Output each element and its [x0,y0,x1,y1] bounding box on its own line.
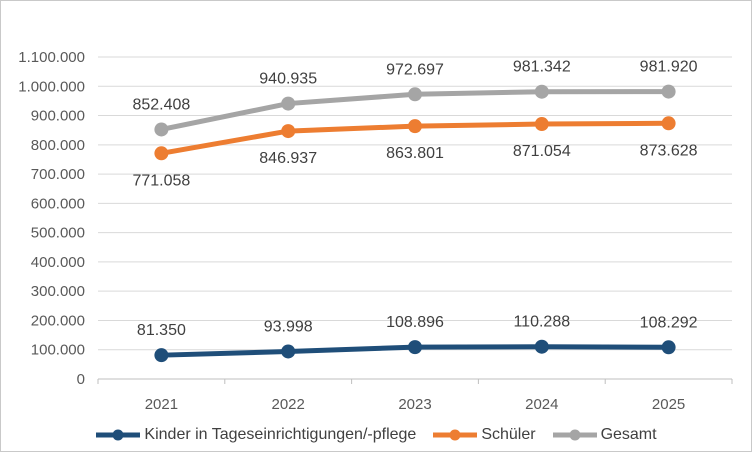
x-tick-label: 2023 [398,396,431,413]
data-point [281,96,296,111]
y-tick-label: 100.000 [31,342,85,359]
data-point [661,84,676,99]
legend-label: Gesamt [600,426,657,443]
legend-dot [112,429,124,441]
y-tick-label: 1.100.000 [18,49,85,66]
data-label: 940.935 [259,71,317,88]
data-label: 981.342 [513,59,571,76]
y-tick-label: 0 [77,371,85,388]
legend-dot [569,429,581,441]
data-point [154,348,169,363]
data-label: 871.054 [513,143,571,160]
data-label: 93.998 [264,318,313,335]
chart-legend: Kinder in Tageseinrichtigungen/-pflege Sc… [1,421,751,449]
y-tick-label: 600.000 [31,195,85,212]
y-tick-label: 300.000 [31,283,85,300]
data-point [534,84,549,99]
data-label: 863.801 [386,145,444,162]
legend-marker-icon [552,429,597,441]
data-point [661,340,676,355]
data-point [661,116,676,131]
legend-item-2: Gesamt [552,426,657,444]
data-label: 873.628 [640,142,698,159]
y-tick-label: 500.000 [31,225,85,242]
y-tick-label: 400.000 [31,254,85,271]
legend-label: Kinder in Tageseinrichtigungen/-pflege [144,426,417,443]
legend-item-1: Schüler [432,426,536,444]
data-label: 852.408 [132,96,190,113]
data-point [281,344,296,359]
y-tick-label: 1.000.000 [18,78,85,95]
y-tick-label: 800.000 [31,137,85,154]
data-label: 771.058 [132,172,190,189]
legend-dot [449,429,461,441]
data-point [408,87,422,102]
data-point [154,146,169,161]
data-label: 846.937 [259,150,317,167]
data-point [534,339,549,354]
data-point [281,124,296,139]
y-tick-label: 200.000 [31,312,85,329]
data-label: 981.920 [640,59,698,76]
x-tick-label: 2021 [145,396,178,413]
data-point [408,340,422,355]
data-point [154,122,169,137]
data-point [408,119,422,134]
y-tick-label: 700.000 [31,166,85,183]
legend-marker-icon [433,429,478,441]
data-label: 972.697 [386,61,444,78]
data-label: 108.896 [386,314,444,331]
legend-item-0: Kinder in Tageseinrichtigungen/-pflege [95,426,416,444]
x-tick-label: 2022 [272,396,305,413]
data-point [534,117,549,132]
legend-marker-icon [96,429,141,441]
data-label: 108.292 [640,314,698,331]
x-tick-label: 2024 [525,396,558,413]
y-tick-label: 900.000 [31,108,85,125]
legend-label: Schüler [481,426,536,443]
data-label: 81.350 [137,322,186,339]
data-label: 110.288 [513,314,570,331]
x-tick-label: 2025 [652,396,685,413]
